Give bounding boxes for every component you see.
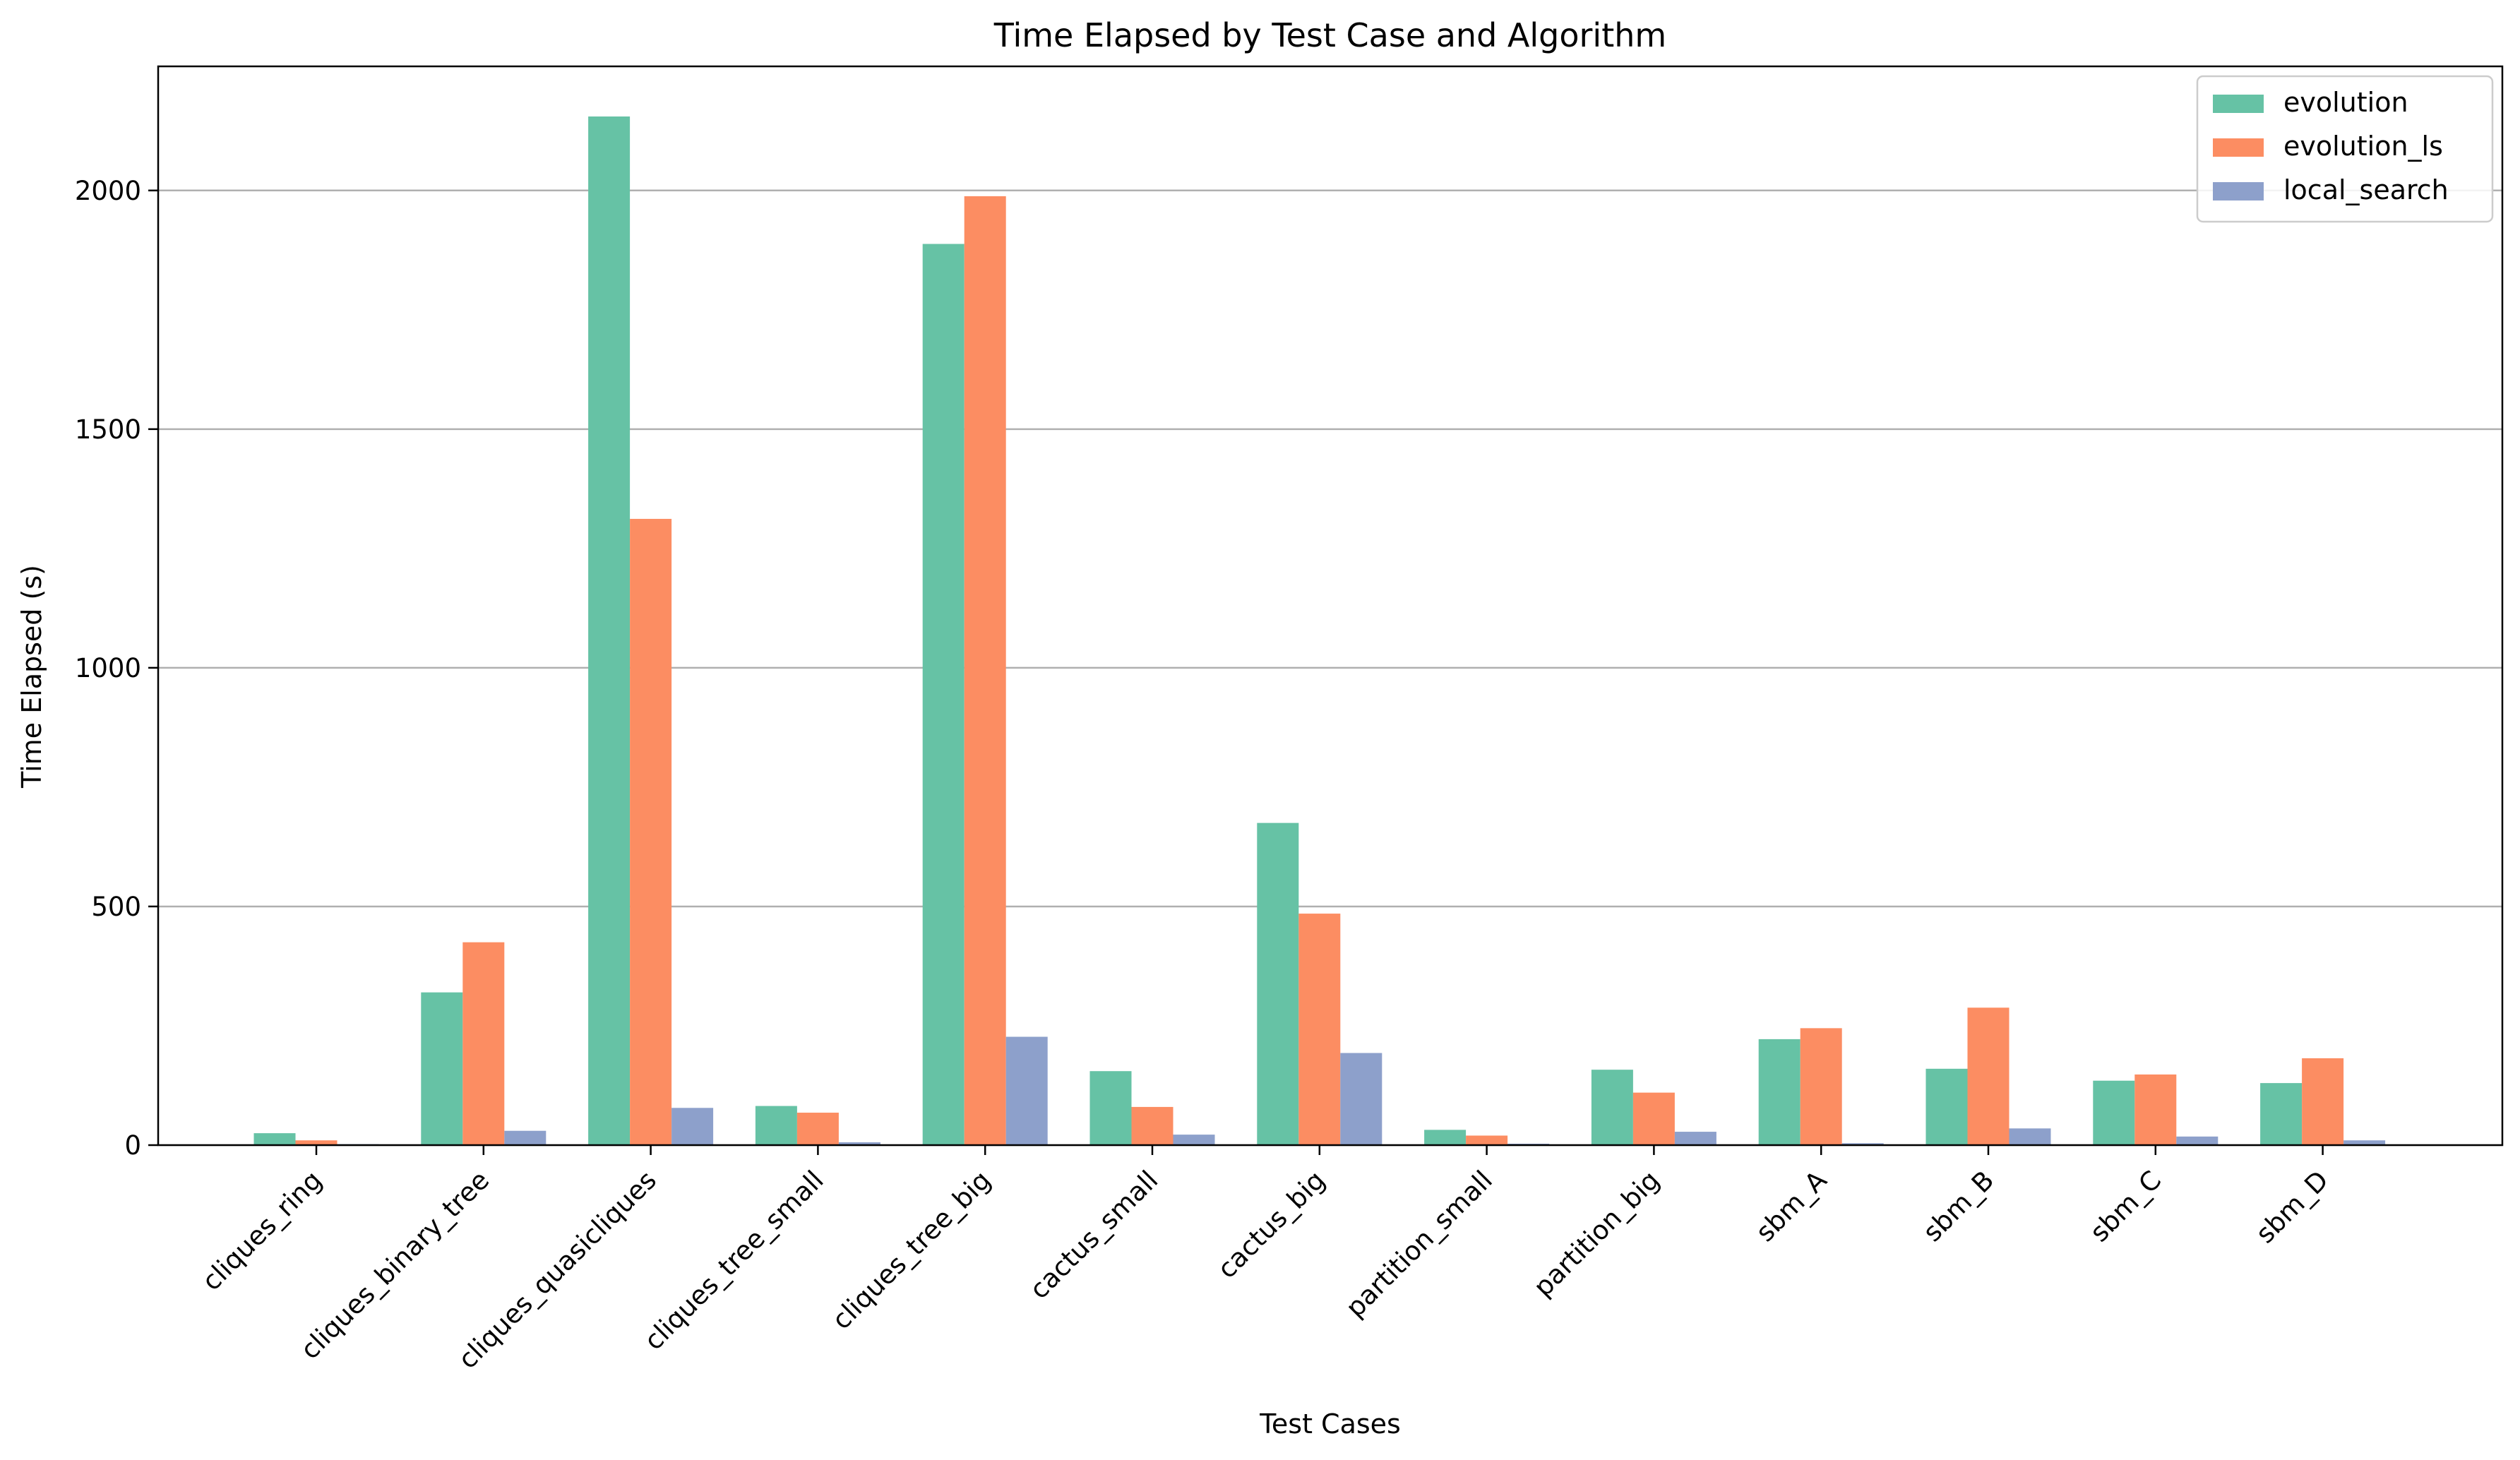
bar-evolution_ls-partition_small	[1466, 1135, 1508, 1145]
bar-evolution-partition_big	[1591, 1070, 1633, 1145]
legend-swatch-evolution	[2213, 95, 2264, 113]
bar-evolution-cliques_tree_small	[755, 1106, 797, 1145]
bar-evolution-cliques_binary_tree	[421, 992, 463, 1145]
bar-evolution_ls-cliques_tree_small	[796, 1113, 839, 1145]
bar-local_search-cliques_tree_small	[838, 1142, 880, 1145]
bar-evolution-sbm_B	[1925, 1068, 1968, 1145]
bar-local_search-cactus_small	[1173, 1135, 1215, 1145]
bar-evolution_ls-cliques_ring	[295, 1140, 338, 1145]
bar-evolution_ls-sbm_D	[2302, 1058, 2344, 1145]
plot-frame	[157, 65, 2504, 1147]
bar-evolution-cliques_ring	[253, 1133, 296, 1145]
bar-evolution-partition_small	[1424, 1130, 1467, 1145]
bar-local_search-sbm_B	[2009, 1128, 2051, 1145]
legend-label-evolution: evolution	[2283, 87, 2408, 118]
legend-box	[2196, 75, 2494, 223]
bar-evolution_ls-partition_big	[1632, 1092, 1675, 1145]
bar-local_search-partition_big	[1674, 1132, 1716, 1145]
y-tick-label: 1000	[75, 653, 141, 683]
bar-evolution_ls-sbm_C	[2134, 1074, 2177, 1145]
bar-evolution-cliques_tree_big	[922, 244, 965, 1146]
bar-local_search-cactus_big	[1340, 1053, 1383, 1145]
y-axis-title: Time Elapsed (s)	[16, 565, 47, 789]
bar-evolution_ls-sbm_B	[1967, 1007, 2010, 1145]
bar-evolution-cactus_big	[1257, 822, 1299, 1145]
y-axis: 0 500 1000 1500 2000	[75, 176, 158, 1161]
x-axis-title: Test Cases	[1259, 1408, 1401, 1440]
chart-title: Time Elapsed by Test Case and Algorithm	[993, 16, 1666, 54]
bar-evolution-cliques_quasicliques	[588, 116, 631, 1145]
bar-local_search-cliques_binary_tree	[504, 1130, 547, 1145]
bar-evolution-sbm_A	[1758, 1039, 1801, 1145]
bar-evolution_ls-cactus_small	[1131, 1106, 1174, 1145]
bar-local_search-sbm_A	[1841, 1143, 1884, 1145]
legend-swatch-local_search	[2213, 182, 2264, 201]
bar-evolution_ls-cactus_big	[1298, 914, 1341, 1145]
bar-evolution_ls-cliques_quasicliques	[630, 518, 672, 1145]
bar-evolution_ls-cliques_binary_tree	[462, 942, 505, 1145]
bar-evolution_ls-sbm_A	[1800, 1028, 1842, 1145]
bar-local_search-cliques_quasicliques	[671, 1108, 714, 1145]
legend-label-local_search: local_search	[2283, 174, 2449, 205]
bars	[253, 116, 2386, 1146]
y-tick-label: 0	[124, 1130, 141, 1161]
bar-evolution-sbm_D	[2260, 1083, 2303, 1145]
legend-swatch-evolution_ls	[2213, 138, 2264, 157]
legend: evolution evolution_ls local_search	[2196, 75, 2494, 223]
bar-local_search-cliques_tree_big	[1005, 1036, 1048, 1145]
y-tick-label: 1500	[75, 414, 141, 445]
bar-local_search-sbm_C	[2176, 1136, 2219, 1145]
bar-evolution_ls-cliques_tree_big	[964, 196, 1006, 1145]
y-tick-label: 2000	[75, 176, 141, 206]
bar-evolution-cactus_small	[1089, 1071, 1132, 1145]
bar-local_search-sbm_D	[2343, 1140, 2386, 1145]
y-tick-label: 500	[91, 892, 141, 922]
bar-evolution-sbm_C	[2093, 1080, 2135, 1145]
legend-label-evolution_ls: evolution_ls	[2283, 131, 2443, 162]
